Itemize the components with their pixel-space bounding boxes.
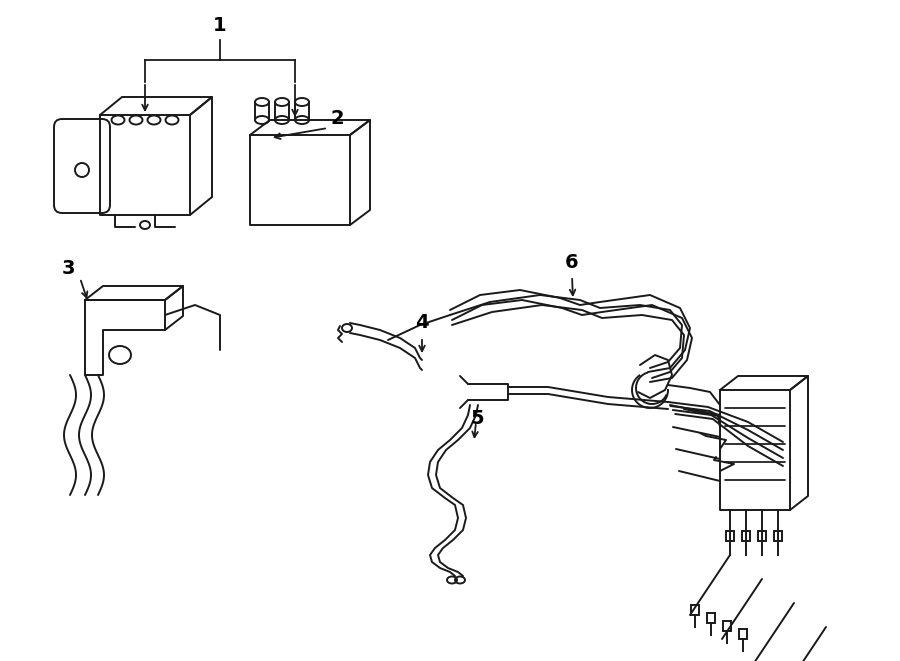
Text: 2: 2 bbox=[330, 108, 344, 128]
Text: 5: 5 bbox=[470, 408, 483, 428]
Text: 4: 4 bbox=[415, 313, 428, 332]
Text: 6: 6 bbox=[565, 253, 579, 272]
Text: 1: 1 bbox=[213, 16, 227, 35]
Text: 3: 3 bbox=[61, 259, 75, 278]
